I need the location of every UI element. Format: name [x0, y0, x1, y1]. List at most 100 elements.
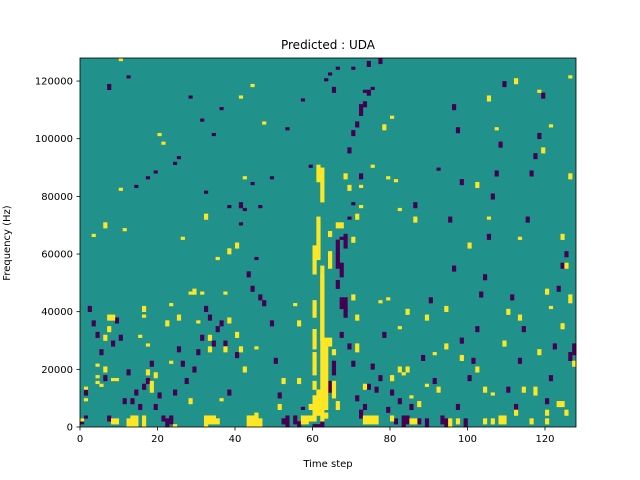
heatmap-cell-low — [285, 415, 290, 428]
heatmap-cell-high — [548, 124, 554, 128]
heatmap-cell-high — [393, 179, 399, 183]
heatmap-cell-high — [176, 314, 182, 321]
heatmap-cell-high — [382, 124, 387, 131]
heatmap-cell-low — [483, 274, 488, 281]
plot-frame — [79, 57, 577, 428]
heatmap-cell-low — [479, 291, 484, 298]
y-tick-label: 100000 — [35, 134, 73, 145]
heatmap-cell-high — [324, 412, 329, 419]
heatmap-cell-high — [548, 305, 554, 310]
heatmap-cell-high — [331, 380, 337, 399]
heatmap-cell-low — [428, 297, 433, 304]
heatmap-cell-high — [370, 415, 375, 425]
heatmap-cell-low — [347, 216, 352, 220]
heatmap-cell-high — [405, 366, 410, 373]
heatmap-cell-low — [548, 375, 554, 382]
heatmap-cell-high — [297, 377, 302, 385]
heatmap-cell-high — [320, 167, 325, 203]
heatmap-cell-high — [204, 415, 209, 428]
heatmap-cell-low — [95, 331, 100, 338]
heatmap-cell-low — [502, 81, 507, 88]
heatmap-cell-high — [312, 380, 317, 390]
heatmap-cell-low — [417, 418, 422, 425]
heatmap-cell-high — [541, 147, 546, 154]
heatmap-cell-low — [184, 377, 189, 385]
heatmap-cell-low — [413, 202, 418, 209]
heatmap-cell-high — [235, 331, 240, 338]
heatmap-cell-high — [370, 164, 375, 168]
heatmap-cell-low — [521, 326, 526, 333]
heatmap-cell-low — [351, 130, 356, 137]
heatmap-cell-low — [370, 86, 375, 91]
heatmap-cell-high — [188, 398, 193, 405]
heatmap-cell-low — [366, 60, 371, 67]
heatmap-cell-low — [107, 83, 112, 91]
heatmap-cell-high — [498, 415, 503, 425]
heatmap-cell-high — [514, 409, 519, 416]
heatmap-cell-low — [529, 170, 534, 177]
heatmap-cell-low — [362, 89, 368, 93]
heatmap-cell-low — [459, 179, 464, 186]
heatmap-cell-high — [83, 386, 89, 390]
heatmap-cell-high — [355, 213, 360, 220]
heatmap-cell-high — [308, 403, 313, 411]
heatmap-cell-high — [223, 346, 228, 353]
heatmap-cell-low — [285, 127, 290, 131]
heatmap-cell-low — [126, 369, 131, 376]
heatmap-cell-high — [293, 303, 298, 307]
heatmap-cell-high — [533, 386, 538, 396]
heatmap-cell-high — [424, 314, 430, 321]
heatmap-cell-low — [122, 398, 127, 405]
heatmap-cell-high — [490, 392, 495, 396]
heatmap-cell-high — [207, 346, 213, 353]
heatmap-cell-low — [258, 205, 263, 209]
heatmap-cell-high — [130, 415, 135, 428]
heatmap-cell-high — [300, 415, 306, 425]
heatmap-cell-high — [390, 375, 395, 382]
heatmap-cell-high — [103, 222, 108, 229]
heatmap-cell-low — [359, 173, 364, 180]
heatmap-cell-high — [343, 173, 348, 180]
heatmap-cell-high — [386, 297, 391, 301]
heatmap-cell-high — [432, 352, 437, 356]
heatmap-cell-high — [362, 415, 368, 425]
heatmap-cell-low — [204, 190, 209, 194]
heatmap-cell-low — [343, 297, 348, 312]
heatmap-cell-high — [103, 334, 108, 341]
heatmap-cell-low — [393, 418, 399, 425]
heatmap-cell-high — [169, 360, 174, 364]
heatmap-cell-high — [91, 233, 96, 238]
heatmap-cell-low — [359, 104, 364, 111]
x-axis: 0 20 40 60 80 100 120 — [77, 427, 555, 445]
x-axis-label: Time step — [302, 459, 352, 470]
heatmap-cell-high — [483, 386, 488, 393]
heatmap-cell-high — [250, 83, 255, 88]
heatmap-cell-high — [517, 314, 523, 321]
heatmap-cell-low — [490, 193, 495, 200]
heatmap-cell-high — [242, 176, 247, 180]
heatmap-cell-low — [382, 331, 387, 338]
heatmap-cell-high — [238, 95, 244, 99]
heatmap-cell-high — [459, 354, 464, 361]
x-tick-label: 100 — [458, 434, 477, 445]
heatmap-cell-high — [99, 383, 104, 387]
heatmap-cell-low — [130, 398, 135, 405]
heatmap-cell-low — [545, 398, 550, 405]
heatmap-cell-high — [188, 291, 193, 295]
chart-title: Predicted : UDA — [281, 38, 376, 52]
heatmap-cell-high — [502, 340, 507, 347]
y-tick-label: 80000 — [41, 192, 73, 203]
heatmap-cell-high — [254, 412, 259, 419]
heatmap-cell-high — [328, 259, 333, 269]
heatmap-cell-high — [122, 228, 127, 232]
heatmap-cell-low — [211, 340, 216, 347]
heatmap-cell-high — [413, 216, 418, 223]
heatmap-cell-high — [316, 164, 321, 183]
heatmap-cell-high — [413, 418, 418, 425]
heatmap-cell-low — [324, 78, 329, 82]
heatmap-cell-high — [328, 337, 333, 347]
heatmap-cell-high — [235, 242, 240, 249]
heatmap-cell-low — [169, 415, 174, 425]
heatmap-cell-high — [161, 141, 166, 145]
heatmap-cell-low — [351, 66, 356, 70]
